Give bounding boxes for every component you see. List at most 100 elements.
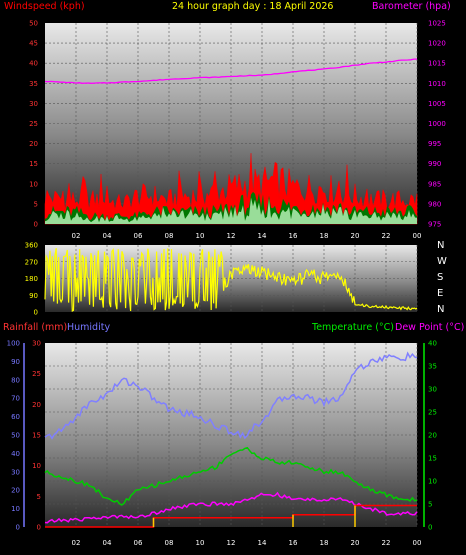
compass-label: W <box>437 256 447 267</box>
humidity-tick-label: 70 <box>11 395 20 403</box>
rainfall-tick-label: 20 <box>32 401 41 409</box>
direction-tick-label: 270 <box>25 258 38 266</box>
wind-tick-label: 5 <box>34 200 38 208</box>
rainfall-tick-label: 0 <box>37 524 41 532</box>
humidity-tick-label: 90 <box>11 358 20 366</box>
x-tick-label: 00 <box>413 232 422 240</box>
baro-tick-label: 1005 <box>428 100 446 108</box>
baro-axis-ticks: 975 980 985 990 995 1000 1005 1010 1015 1020 1025 <box>428 20 446 229</box>
x-tick-label: 06 <box>134 232 143 240</box>
baro-tick-label: 1010 <box>428 80 446 88</box>
temperature-tick-label: 5 <box>428 501 432 509</box>
windspeed-area <box>44 153 418 225</box>
baro-tick-label: 980 <box>428 200 441 208</box>
x-tick-label: 10 <box>196 539 205 547</box>
x-tick-label: 00 <box>413 539 422 547</box>
graph-title: 24 hour graph day : 18 April 2026 <box>172 1 333 12</box>
x-tick-label: 18 <box>320 232 329 240</box>
x-tick-label: 16 <box>289 539 298 547</box>
barometer-line <box>44 58 417 84</box>
x-tick-label: 02 <box>72 232 81 240</box>
baro-tick-label: 1000 <box>428 120 446 128</box>
x-tick-label: 04 <box>103 539 112 547</box>
temperature-tick-label: 30 <box>428 386 437 394</box>
temperature-axis-ticks: 0 5 10 15 20 25 30 35 40 <box>423 340 437 532</box>
x-tick-label: 08 <box>165 232 174 240</box>
x-tick-label: 06 <box>134 539 143 547</box>
direction-grid <box>45 245 418 312</box>
baro-tick-label: 990 <box>428 160 441 168</box>
temp-axis-title: Temperature (°C) <box>311 322 394 333</box>
wind-tick-label: 45 <box>29 40 38 48</box>
rainfall-axis-ticks: 0 5 10 15 20 25 30 <box>32 340 41 532</box>
x-tick-label: 14 <box>258 539 267 547</box>
x-tick-label: 02 <box>72 539 81 547</box>
baro-tick-label: 1020 <box>428 40 446 48</box>
rain-axis-title: Rainfall (mm) <box>3 322 67 333</box>
rainfall-tick-label: 25 <box>32 370 41 378</box>
compass-label: N <box>437 304 444 315</box>
direction-tick-label: 360 <box>25 242 38 250</box>
humidity-tick-label: 50 <box>11 432 20 440</box>
humidity-axis-title: Humidity <box>67 322 110 333</box>
temp-hum-rain-panel: 0 10 20 30 40 50 60 70 80 90 100 0 5 10 15 20 25 30 0 5 10… <box>7 340 437 548</box>
wind-tick-label: 35 <box>29 80 38 88</box>
humidity-tick-label: 40 <box>11 450 20 458</box>
baro-tick-label: 975 <box>428 221 441 229</box>
baro-tick-label: 1025 <box>428 20 446 28</box>
humidity-tick-label: 100 <box>7 340 20 348</box>
humidity-tick-label: 20 <box>11 487 20 495</box>
x-tick-label: 12 <box>227 539 236 547</box>
wind-tick-label: 30 <box>29 100 38 108</box>
direction-tick-label: 90 <box>29 292 38 300</box>
wind-axis-ticks: 0 5 10 15 20 25 30 35 40 45 50 <box>29 20 38 229</box>
baro-axis-title: Barometer (hpa) <box>372 1 451 12</box>
wind-tick-label: 40 <box>29 60 38 68</box>
baro-tick-label: 1015 <box>428 60 446 68</box>
x-tick-label: 14 <box>258 232 267 240</box>
x-tick-label: 22 <box>382 232 391 240</box>
dew-axis-title: Dew Point (°C) <box>395 322 464 333</box>
wind-tick-label: 10 <box>29 180 38 188</box>
x-tick-label: 20 <box>351 539 360 547</box>
humidity-tick-label: 10 <box>11 505 20 513</box>
temperature-tick-label: 20 <box>428 432 437 440</box>
temperature-tick-label: 25 <box>428 409 437 417</box>
x-tick-label: 04 <box>103 232 112 240</box>
temp-x-ticks: 02 04 06 08 10 12 14 16 18 20 22 00 <box>72 539 422 547</box>
wind-direction-line <box>44 247 418 312</box>
x-tick-label: 10 <box>196 232 205 240</box>
compass-label: E <box>437 288 443 299</box>
humidity-line <box>44 351 418 440</box>
compass-label: S <box>437 272 443 283</box>
gust-area-light <box>45 197 417 224</box>
temperature-line <box>44 446 418 506</box>
wind-x-ticks: 02 04 06 08 10 12 14 16 18 20 22 00 <box>72 232 422 240</box>
rainfall-markers <box>152 505 356 527</box>
x-tick-label: 08 <box>165 539 174 547</box>
x-tick-label: 20 <box>351 232 360 240</box>
direction-axis-ticks: 0 90 180 270 360 <box>25 242 38 317</box>
wind-tick-label: 50 <box>29 20 38 28</box>
humidity-axis-ticks: 0 10 20 30 40 50 60 70 80 90 100 <box>7 340 25 532</box>
temperature-tick-label: 35 <box>428 363 437 371</box>
direction-tick-label: 180 <box>25 275 38 283</box>
x-tick-label: 22 <box>382 539 391 547</box>
temperature-tick-label: 40 <box>428 340 437 348</box>
compass-label: N <box>437 240 444 251</box>
rainfall-tick-label: 15 <box>32 432 41 440</box>
baro-tick-label: 995 <box>428 140 441 148</box>
wind-tick-label: 0 <box>34 221 38 229</box>
rainfall-tick-label: 10 <box>32 462 41 470</box>
wind-tick-label: 25 <box>29 120 38 128</box>
wind-tick-label: 15 <box>29 160 38 168</box>
humidity-tick-label: 30 <box>11 468 20 476</box>
humidity-tick-label: 0 <box>16 524 20 532</box>
rainfall-tick-label: 30 <box>32 340 41 348</box>
baro-tick-label: 985 <box>428 180 441 188</box>
direction-tick-label: 0 <box>34 309 38 317</box>
